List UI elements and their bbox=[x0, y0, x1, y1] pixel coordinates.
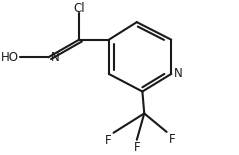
Text: F: F bbox=[134, 141, 140, 154]
Text: N: N bbox=[174, 67, 183, 80]
Text: N: N bbox=[51, 51, 60, 64]
Text: Cl: Cl bbox=[73, 2, 85, 15]
Text: F: F bbox=[169, 133, 175, 146]
Text: HO: HO bbox=[1, 51, 19, 64]
Text: F: F bbox=[105, 134, 111, 147]
